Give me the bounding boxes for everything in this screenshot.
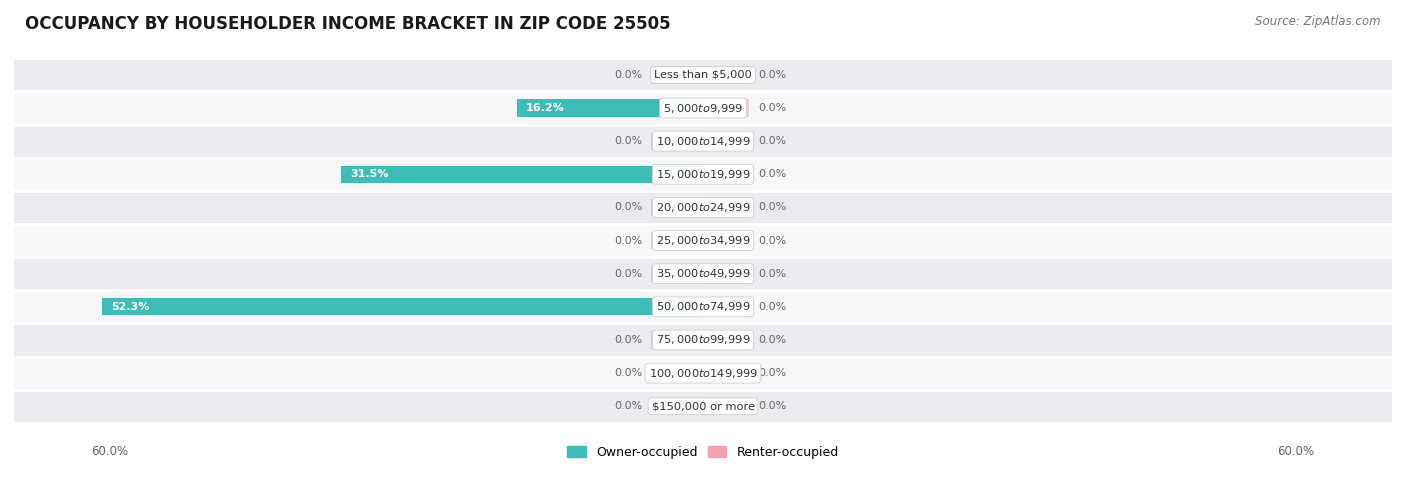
Bar xyxy=(651,232,703,249)
Bar xyxy=(14,158,1392,191)
Bar xyxy=(703,232,749,249)
Text: OCCUPANCY BY HOUSEHOLDER INCOME BRACKET IN ZIP CODE 25505: OCCUPANCY BY HOUSEHOLDER INCOME BRACKET … xyxy=(25,15,671,33)
Text: Source: ZipAtlas.com: Source: ZipAtlas.com xyxy=(1256,15,1381,28)
Text: 52.3%: 52.3% xyxy=(111,302,150,312)
Bar xyxy=(14,390,1392,423)
Bar xyxy=(14,124,1392,158)
Bar xyxy=(651,199,703,216)
Bar xyxy=(651,364,703,382)
Text: $50,000 to $74,999: $50,000 to $74,999 xyxy=(655,300,751,313)
Text: 0.0%: 0.0% xyxy=(758,70,786,80)
Bar xyxy=(703,265,749,282)
Text: $75,000 to $99,999: $75,000 to $99,999 xyxy=(655,333,751,347)
Text: 0.0%: 0.0% xyxy=(758,103,786,113)
Text: $100,000 to $149,999: $100,000 to $149,999 xyxy=(648,366,758,380)
Bar xyxy=(703,398,749,415)
Text: 0.0%: 0.0% xyxy=(758,236,786,245)
Bar xyxy=(342,166,703,183)
Bar xyxy=(651,398,703,415)
Text: 0.0%: 0.0% xyxy=(758,203,786,212)
Bar xyxy=(651,66,703,84)
Bar xyxy=(14,357,1392,390)
Text: 0.0%: 0.0% xyxy=(758,368,786,378)
Text: $35,000 to $49,999: $35,000 to $49,999 xyxy=(655,267,751,280)
Bar xyxy=(703,199,749,216)
Text: 0.0%: 0.0% xyxy=(614,136,643,146)
Text: 60.0%: 60.0% xyxy=(1278,446,1315,458)
Text: 60.0%: 60.0% xyxy=(91,446,128,458)
Bar xyxy=(651,331,703,348)
Bar xyxy=(703,298,749,315)
Text: 0.0%: 0.0% xyxy=(758,401,786,411)
Text: 0.0%: 0.0% xyxy=(758,335,786,345)
Text: $25,000 to $34,999: $25,000 to $34,999 xyxy=(655,234,751,247)
Text: 0.0%: 0.0% xyxy=(758,136,786,146)
Bar xyxy=(14,290,1392,323)
Bar xyxy=(703,364,749,382)
Bar xyxy=(703,331,749,348)
Text: $150,000 or more: $150,000 or more xyxy=(651,401,755,411)
Text: $20,000 to $24,999: $20,000 to $24,999 xyxy=(655,201,751,214)
Text: 0.0%: 0.0% xyxy=(614,335,643,345)
Text: 0.0%: 0.0% xyxy=(614,203,643,212)
Text: 0.0%: 0.0% xyxy=(758,169,786,179)
Text: 0.0%: 0.0% xyxy=(614,401,643,411)
Bar xyxy=(703,66,749,84)
Bar xyxy=(14,323,1392,357)
Text: 0.0%: 0.0% xyxy=(614,70,643,80)
Bar xyxy=(103,298,703,315)
Text: 31.5%: 31.5% xyxy=(350,169,389,179)
Text: 0.0%: 0.0% xyxy=(614,236,643,245)
Text: Less than $5,000: Less than $5,000 xyxy=(654,70,752,80)
Bar xyxy=(651,133,703,150)
Bar xyxy=(703,166,749,183)
Text: 0.0%: 0.0% xyxy=(758,302,786,312)
Bar xyxy=(703,133,749,150)
Bar xyxy=(14,257,1392,290)
Text: 16.2%: 16.2% xyxy=(526,103,565,113)
Text: 0.0%: 0.0% xyxy=(614,269,643,278)
Text: $15,000 to $19,999: $15,000 to $19,999 xyxy=(655,168,751,181)
Bar xyxy=(651,265,703,282)
Bar xyxy=(14,58,1392,91)
Legend: Owner-occupied, Renter-occupied: Owner-occupied, Renter-occupied xyxy=(562,441,844,464)
Text: $10,000 to $14,999: $10,000 to $14,999 xyxy=(655,135,751,148)
Text: 0.0%: 0.0% xyxy=(614,368,643,378)
Text: 0.0%: 0.0% xyxy=(758,269,786,278)
Bar xyxy=(14,191,1392,224)
Bar xyxy=(14,91,1392,124)
Text: $5,000 to $9,999: $5,000 to $9,999 xyxy=(664,102,742,115)
Bar xyxy=(703,100,749,117)
Bar xyxy=(14,224,1392,257)
Bar xyxy=(517,100,703,117)
